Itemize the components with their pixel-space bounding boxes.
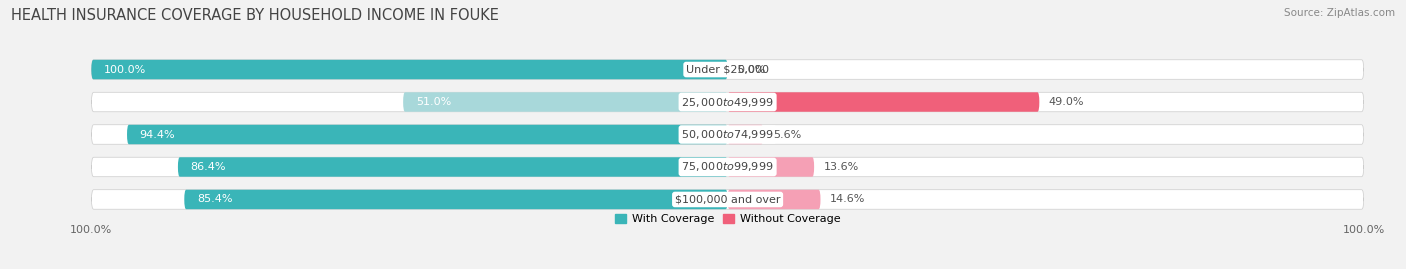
Text: $50,000 to $74,999: $50,000 to $74,999 [682, 128, 773, 141]
Text: 49.0%: 49.0% [1049, 97, 1084, 107]
FancyBboxPatch shape [728, 92, 1039, 112]
Text: $75,000 to $99,999: $75,000 to $99,999 [682, 161, 773, 174]
FancyBboxPatch shape [91, 92, 1364, 112]
Text: 13.6%: 13.6% [824, 162, 859, 172]
Text: 5.6%: 5.6% [773, 129, 801, 140]
Text: 85.4%: 85.4% [197, 194, 232, 204]
Text: 51.0%: 51.0% [416, 97, 451, 107]
Text: HEALTH INSURANCE COVERAGE BY HOUSEHOLD INCOME IN FOUKE: HEALTH INSURANCE COVERAGE BY HOUSEHOLD I… [11, 8, 499, 23]
FancyBboxPatch shape [728, 190, 821, 209]
FancyBboxPatch shape [91, 125, 1364, 144]
FancyBboxPatch shape [91, 60, 1364, 79]
FancyBboxPatch shape [91, 60, 728, 79]
Text: 86.4%: 86.4% [191, 162, 226, 172]
Text: Under $25,000: Under $25,000 [686, 65, 769, 75]
FancyBboxPatch shape [728, 157, 814, 177]
Text: Source: ZipAtlas.com: Source: ZipAtlas.com [1284, 8, 1395, 18]
Text: 100.0%: 100.0% [104, 65, 146, 75]
Text: 14.6%: 14.6% [830, 194, 866, 204]
FancyBboxPatch shape [127, 125, 728, 144]
Text: $25,000 to $49,999: $25,000 to $49,999 [682, 95, 773, 108]
FancyBboxPatch shape [91, 157, 1364, 177]
Text: 0.0%: 0.0% [737, 65, 765, 75]
FancyBboxPatch shape [728, 125, 763, 144]
FancyBboxPatch shape [184, 190, 728, 209]
FancyBboxPatch shape [179, 157, 728, 177]
Legend: With Coverage, Without Coverage: With Coverage, Without Coverage [610, 210, 845, 229]
FancyBboxPatch shape [91, 190, 1364, 209]
FancyBboxPatch shape [404, 92, 728, 112]
Text: $100,000 and over: $100,000 and over [675, 194, 780, 204]
Text: 94.4%: 94.4% [139, 129, 176, 140]
